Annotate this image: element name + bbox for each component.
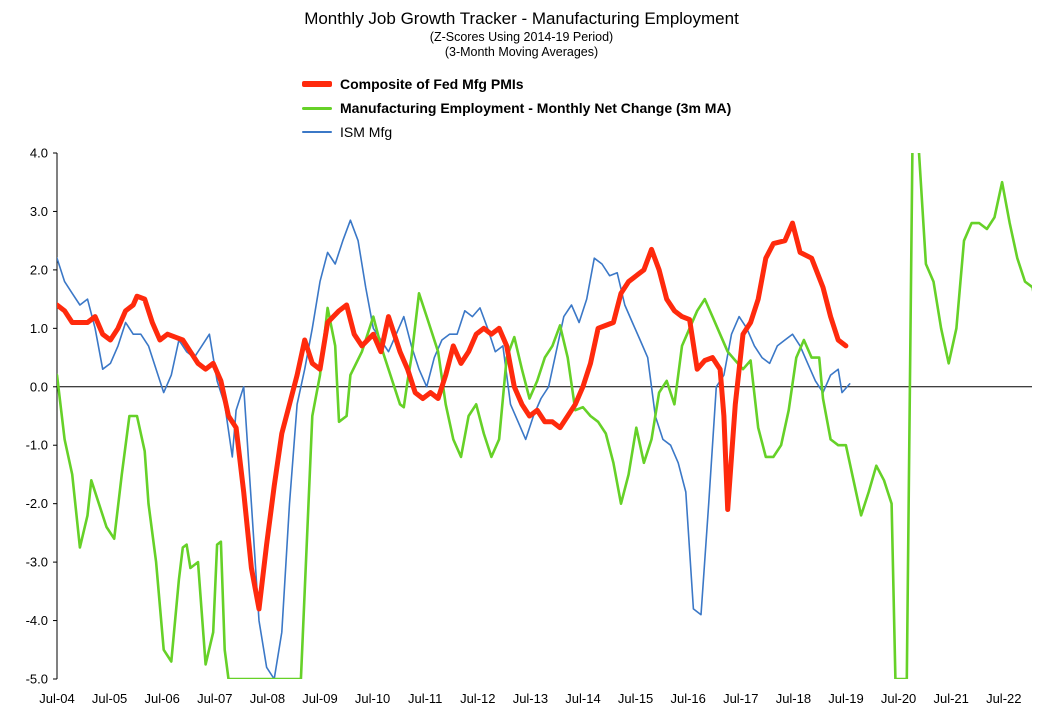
x-tick-label: Jul-22 xyxy=(986,691,1021,706)
legend-label-mfg-employment: Manufacturing Employment - Monthly Net C… xyxy=(340,100,732,116)
x-tick-label: Jul-15 xyxy=(618,691,653,706)
chart-axes: 4.0 3.0 2.0 1.0 0.0 -1.0 -2.0 -3.0 -4.0 -5.0 Jul-0… xyxy=(26,146,1032,706)
x-tick-label: Jul-10 xyxy=(355,691,390,706)
x-tick-label: Jul-19 xyxy=(828,691,863,706)
chart-series-group xyxy=(57,153,1032,679)
y-tick-label: 4.0 xyxy=(30,146,48,161)
chart-title: Monthly Job Growth Tracker - Manufacturi… xyxy=(304,9,739,28)
x-tick-label: Jul-09 xyxy=(302,691,337,706)
y-tick-label: -4.0 xyxy=(26,613,48,628)
y-tick-label: 3.0 xyxy=(30,204,48,219)
y-tick-label: -5.0 xyxy=(26,672,48,687)
x-tick-label: Jul-05 xyxy=(92,691,127,706)
legend-label-fed-pmi: Composite of Fed Mfg PMIs xyxy=(340,76,524,92)
legend-swatch-ism xyxy=(302,131,332,133)
y-tick-label: 1.0 xyxy=(30,321,48,336)
chart-subtitle-1: (Z-Scores Using 2014-19 Period) xyxy=(429,30,614,44)
series-line-fed-pmi xyxy=(57,220,849,612)
legend-item-ism: ISM Mfg xyxy=(302,120,731,144)
x-tick-label: Jul-08 xyxy=(250,691,285,706)
legend-label-ism: ISM Mfg xyxy=(340,124,393,140)
chart-title-block: Monthly Job Growth Tracker - Manufacturi… xyxy=(0,8,1043,60)
x-tick-label: Jul-21 xyxy=(933,691,968,706)
legend-item-mfg-employment: Manufacturing Employment - Monthly Net C… xyxy=(302,96,731,120)
y-tick-label: 0.0 xyxy=(30,379,48,394)
legend-swatch-fed-pmi xyxy=(302,81,332,87)
chart-subtitle-2: (3-Month Moving Averages) xyxy=(444,45,599,59)
x-tick-label: Jul-20 xyxy=(881,691,916,706)
x-tick-label: Jul-07 xyxy=(197,691,232,706)
series-line-mfg-employment xyxy=(57,153,1032,679)
y-tick-label: -3.0 xyxy=(26,555,48,570)
y-tick-label: -2.0 xyxy=(26,496,48,511)
x-tick-label: Jul-12 xyxy=(460,691,495,706)
x-tick-label: Jul-11 xyxy=(408,691,442,706)
y-tick-label: 2.0 xyxy=(30,262,48,277)
x-tick-label: Jul-04 xyxy=(39,691,74,706)
x-tick-label: Jul-13 xyxy=(513,691,548,706)
x-tick-label: Jul-18 xyxy=(776,691,811,706)
legend-swatch-mfg-employment xyxy=(302,106,332,110)
legend-item-fed-pmi: Composite of Fed Mfg PMIs xyxy=(302,72,731,96)
chart-legend: Composite of Fed Mfg PMIs Manufacturing … xyxy=(302,72,731,144)
x-tick-label: Jul-06 xyxy=(144,691,179,706)
y-tick-label: -1.0 xyxy=(26,438,48,453)
x-tick-label: Jul-14 xyxy=(565,691,600,706)
x-tick-label: Jul-17 xyxy=(723,691,758,706)
x-tick-label: Jul-16 xyxy=(670,691,705,706)
